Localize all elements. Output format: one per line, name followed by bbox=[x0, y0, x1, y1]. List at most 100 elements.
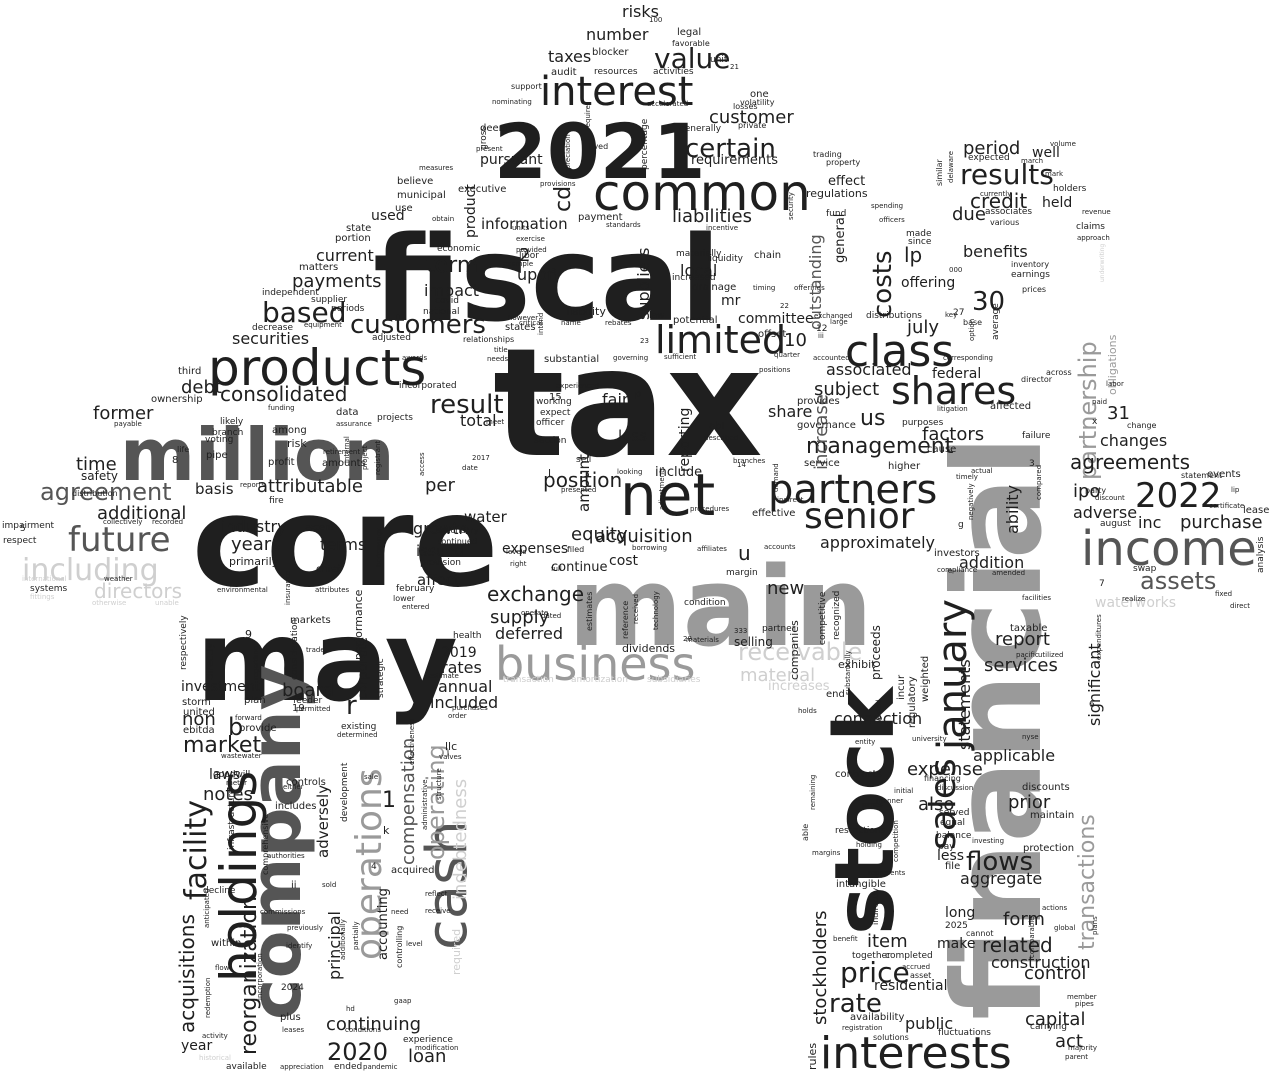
cloud-word: 1 bbox=[382, 788, 396, 813]
cloud-word: name bbox=[561, 319, 581, 327]
cloud-word: form bbox=[1003, 909, 1045, 930]
cloud-word: legal bbox=[677, 27, 701, 38]
cloud-word: rates bbox=[441, 658, 482, 677]
cloud-word: relationships bbox=[463, 335, 514, 344]
cloud-word: public bbox=[905, 1014, 953, 1033]
cloud-word: reports bbox=[240, 481, 265, 489]
cloud-word: insurance bbox=[284, 571, 292, 605]
cloud-word: 31 bbox=[1107, 403, 1130, 424]
cloud-word: transactions bbox=[1075, 814, 1100, 950]
cloud-word: nyse bbox=[1022, 733, 1039, 741]
cloud-word: substantially bbox=[844, 650, 852, 695]
cloud-word: operate bbox=[521, 609, 548, 617]
cloud-word: 27 bbox=[953, 308, 964, 318]
cloud-word: 000 bbox=[949, 266, 962, 274]
cloud-word: pay bbox=[938, 842, 955, 852]
cloud-word: purchases bbox=[452, 704, 488, 712]
cloud-word: indirect bbox=[777, 496, 804, 504]
cloud-word: weighted bbox=[920, 656, 931, 702]
cloud-word: parent bbox=[1065, 1053, 1088, 1061]
cloud-word: control bbox=[1024, 963, 1086, 984]
cloud-word: 12 bbox=[816, 324, 827, 334]
cloud-word: directly bbox=[205, 643, 216, 680]
cloud-word: infrastructure bbox=[227, 788, 237, 850]
cloud-word: debt bbox=[181, 377, 222, 398]
cloud-word: include bbox=[655, 465, 702, 480]
cloud-word: contracts bbox=[835, 769, 882, 780]
cloud-word: products bbox=[208, 339, 426, 397]
cloud-word: looking bbox=[617, 468, 642, 476]
cloud-word: unit bbox=[710, 55, 728, 65]
cloud-word: life bbox=[177, 445, 189, 454]
cloud-word: adjusted bbox=[372, 333, 411, 343]
cloud-word: amortization bbox=[571, 675, 628, 685]
cloud-word: international bbox=[22, 575, 67, 583]
cloud-word: paid bbox=[1092, 398, 1107, 406]
cloud-word: selling bbox=[734, 635, 773, 649]
cloud-word: payment bbox=[578, 212, 623, 223]
cloud-word: partially bbox=[352, 921, 360, 950]
cloud-word: ipo bbox=[1073, 481, 1100, 502]
cloud-word: credit bbox=[970, 189, 1027, 213]
cloud-word: since bbox=[908, 237, 932, 247]
cloud-word: directors bbox=[94, 579, 182, 603]
cloud-word: affected bbox=[990, 401, 1031, 412]
cloud-word: fittings bbox=[30, 593, 55, 601]
cloud-word: incur bbox=[896, 674, 907, 700]
cloud-word: resources bbox=[594, 67, 638, 77]
cloud-word: volume bbox=[1050, 140, 1076, 148]
cloud-word: loss bbox=[618, 427, 647, 445]
cloud-word: independent bbox=[262, 288, 319, 298]
cloud-word: 2020 bbox=[327, 1038, 388, 1066]
cloud-word: drainage bbox=[692, 282, 736, 293]
cloud-word: plus bbox=[280, 1012, 301, 1023]
cloud-word: acquisitions bbox=[175, 914, 199, 1033]
cloud-word: order bbox=[448, 712, 467, 720]
cloud-word: received bbox=[632, 594, 640, 624]
cloud-word: continued bbox=[437, 537, 477, 546]
cloud-word: development bbox=[340, 762, 350, 822]
cloud-word: states bbox=[505, 322, 536, 333]
cloud-word: support bbox=[511, 82, 542, 91]
cloud-word: pipes bbox=[1075, 1000, 1094, 1008]
cloud-word: feeder bbox=[293, 696, 322, 706]
cloud-word: respect bbox=[3, 536, 37, 546]
cloud-word: financing bbox=[924, 774, 961, 783]
cloud-word: addition bbox=[959, 553, 1024, 572]
cloud-word: compared bbox=[1035, 465, 1043, 500]
cloud-word: agreements bbox=[1070, 450, 1190, 474]
cloud-word: utilized bbox=[1038, 651, 1063, 659]
cloud-word: section bbox=[534, 436, 566, 446]
cloud-word: committee bbox=[738, 311, 814, 327]
cloud-word: suppliers bbox=[634, 248, 653, 320]
cloud-word: lease bbox=[1243, 505, 1269, 516]
cloud-word: structure bbox=[435, 768, 443, 800]
cloud-word: affect bbox=[417, 571, 460, 589]
cloud-word: cd bbox=[551, 186, 576, 212]
cloud-word: price bbox=[840, 956, 910, 989]
cloud-word: e bbox=[948, 567, 952, 575]
cloud-word: obligations bbox=[1106, 334, 1119, 395]
cloud-word: use bbox=[395, 203, 413, 214]
cloud-word: act bbox=[1055, 1031, 1083, 1052]
cloud-word: laws bbox=[209, 767, 240, 783]
cloud-word: including bbox=[22, 553, 159, 588]
cloud-word: february bbox=[396, 584, 435, 594]
cloud-word: chain bbox=[754, 250, 781, 261]
cloud-word: july bbox=[906, 317, 939, 338]
cloud-word: attributes bbox=[315, 586, 350, 594]
cloud-word: nominating bbox=[492, 98, 532, 106]
cloud-word: matters bbox=[299, 262, 338, 273]
cloud-word: branches bbox=[733, 457, 766, 465]
cloud-word: income bbox=[1081, 521, 1257, 577]
cloud-word: effect bbox=[828, 174, 865, 189]
cloud-word: protection bbox=[1023, 843, 1074, 854]
cloud-word: claims bbox=[1076, 222, 1105, 232]
cloud-word: covid bbox=[435, 296, 459, 306]
cloud-word: identify bbox=[286, 942, 312, 950]
cloud-word: risk bbox=[287, 437, 307, 450]
cloud-word: payments bbox=[292, 271, 382, 292]
cloud-word: environmental bbox=[217, 586, 268, 594]
cloud-word: revenue bbox=[1082, 208, 1111, 216]
cloud-word: loan bbox=[408, 1046, 446, 1067]
